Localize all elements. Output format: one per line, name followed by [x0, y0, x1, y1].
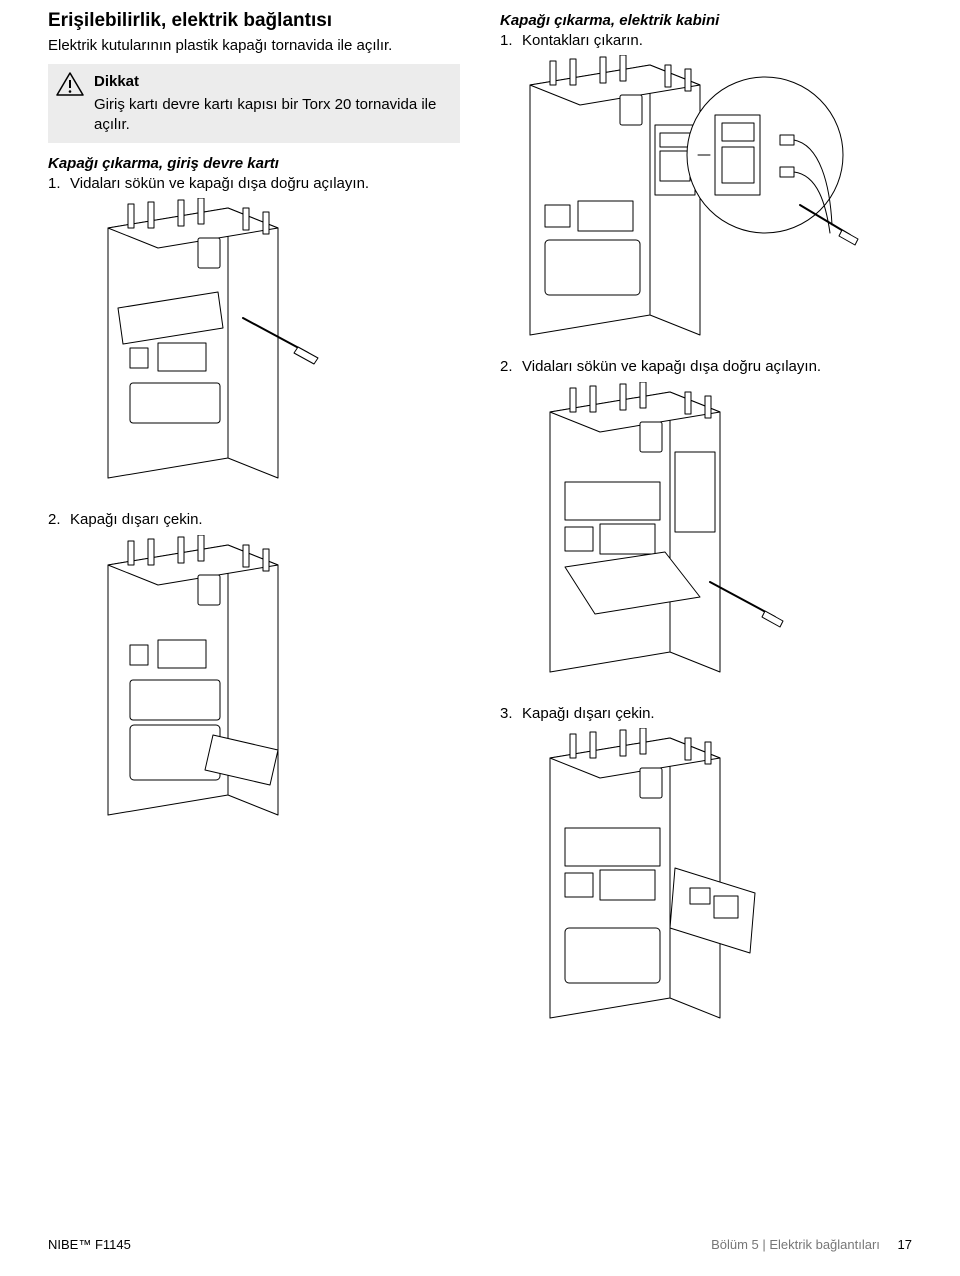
note-text: Giriş kartı devre kartı kapısı bir Torx …: [94, 96, 436, 133]
step-left-2: 2. Kapağı dışarı çekin.: [48, 510, 460, 530]
page-number: 17: [898, 1237, 912, 1252]
figure-right-2: [500, 382, 912, 692]
step-number: 2.: [48, 510, 70, 530]
step-number: 2.: [500, 357, 522, 377]
figure-right-3: [500, 728, 912, 1038]
section-title: Erişilebilirlik, elektrik bağlantısı: [48, 10, 460, 32]
figure-left-2: [48, 535, 460, 835]
step-text: Kapağı dışarı çekin.: [70, 510, 203, 530]
figure-left-1: [48, 198, 460, 498]
step-right-1: 1. Kontakları çıkarın.: [500, 31, 912, 51]
step-text: Vidaları sökün ve kapağı dışa doğru açıl…: [522, 357, 821, 377]
footer-left: NIBE™ F1145: [48, 1237, 131, 1252]
footer-section: Bölüm 5 | Elektrik bağlantıları: [711, 1237, 880, 1252]
subheading-right-1: Kapağı çıkarma, elektrik kabini: [500, 12, 912, 29]
step-right-2: 2. Vidaları sökün ve kapağı dışa doğru a…: [500, 357, 912, 377]
step-number: 3.: [500, 704, 522, 724]
figure-right-1: [500, 55, 912, 345]
warning-icon: [56, 72, 84, 96]
step-text: Vidaları sökün ve kapağı dışa doğru açıl…: [70, 174, 369, 194]
step-text: Kapağı dışarı çekin.: [522, 704, 655, 724]
step-right-3: 3. Kapağı dışarı çekin.: [500, 704, 912, 724]
step-text: Kontakları çıkarın.: [522, 31, 643, 51]
subheading-left-1: Kapağı çıkarma, giriş devre kartı: [48, 155, 460, 172]
step-number: 1.: [500, 31, 522, 51]
note-label: Dikkat: [94, 72, 450, 92]
note-box: Dikkat Giriş kartı devre kartı kapısı bi…: [48, 64, 460, 143]
page-footer: NIBE™ F1145 Bölüm 5 | Elektrik bağlantıl…: [48, 1237, 912, 1252]
step-number: 1.: [48, 174, 70, 194]
step-left-1: 1. Vidaları sökün ve kapağı dışa doğru a…: [48, 174, 460, 194]
intro-text: Elektrik kutularının plastik kapağı torn…: [48, 36, 460, 56]
